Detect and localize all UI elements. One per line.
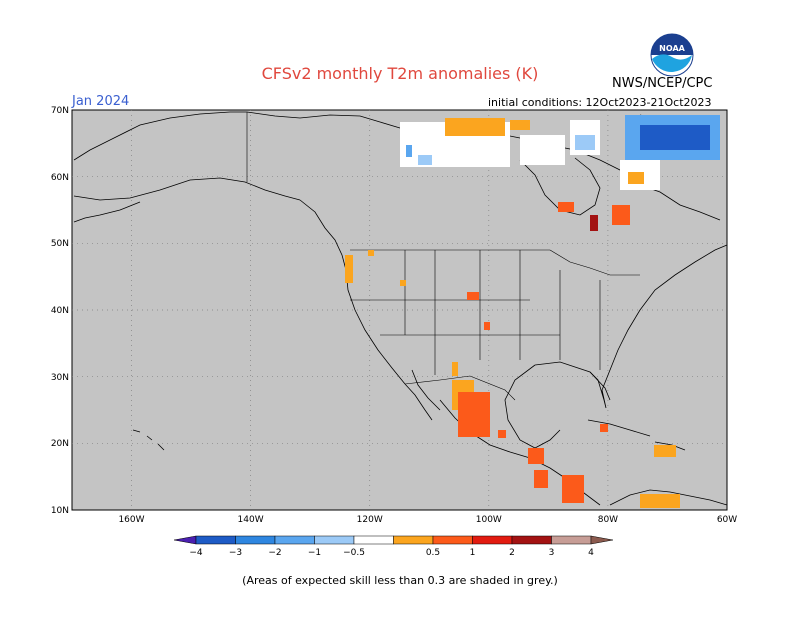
lat-tick: 20N — [51, 439, 69, 449]
lat-tick: 60N — [51, 173, 69, 183]
legend-label: 0.5 — [426, 548, 440, 558]
legend-swatch — [432, 535, 473, 545]
lat-tick-labels: 70N 60N 50N 40N 30N 20N 10N — [51, 106, 69, 516]
legend-swatch — [274, 535, 315, 545]
legend-swatch — [472, 535, 513, 545]
legend-arrow-high — [590, 535, 614, 545]
footnote: (Areas of expected skill less than 0.3 a… — [242, 574, 558, 587]
legend-swatch — [353, 535, 394, 545]
legend-label: 3 — [549, 548, 555, 558]
lat-tick: 70N — [51, 106, 69, 116]
lon-tick-labels: 160W 140W 120W 100W 80W 60W — [118, 515, 737, 525]
legend-label: 2 — [509, 548, 515, 558]
legend-swatch — [195, 535, 236, 545]
initial-conditions: initial conditions: 12Oct2023-21Oct2023 — [488, 96, 712, 109]
legend-arrow-low — [173, 535, 197, 545]
lon-tick: 60W — [717, 515, 737, 525]
lon-tick: 100W — [476, 515, 502, 525]
legend-label: −4 — [189, 548, 203, 558]
map-gridlines — [72, 110, 727, 510]
lat-tick: 30N — [51, 373, 69, 383]
target-month: Jan 2024 — [72, 94, 130, 109]
borders — [246, 112, 640, 401]
noaa-logo-text: NOAA — [659, 44, 685, 53]
lat-tick: 40N — [51, 306, 69, 316]
legend-swatch — [235, 535, 276, 545]
lon-tick: 160W — [118, 515, 144, 525]
lat-tick: 10N — [51, 506, 69, 516]
lon-tick: 140W — [238, 515, 264, 525]
agency-label: NWS/NCEP/CPC — [612, 76, 713, 91]
legend-swatch — [511, 535, 552, 545]
legend-swatch — [314, 535, 355, 545]
legend-label: 4 — [588, 548, 594, 558]
lon-tick: 80W — [598, 515, 618, 525]
legend-swatch — [551, 535, 592, 545]
legend-swatch — [393, 535, 434, 545]
map-title: CFSv2 monthly T2m anomalies (K) — [261, 64, 539, 83]
noaa-logo: NOAA — [650, 33, 694, 77]
legend-label: −3 — [229, 548, 242, 558]
lon-tick: 120W — [357, 515, 383, 525]
legend-label: −2 — [268, 548, 281, 558]
legend-label: 1 — [470, 548, 476, 558]
legend-label: −0.5 — [343, 548, 365, 558]
lat-tick: 50N — [51, 239, 69, 249]
color-legend: −4 −3 −2 −1 −0.5 0.5 1 2 3 4 — [173, 535, 614, 558]
legend-label: −1 — [308, 548, 321, 558]
anomaly-patches — [345, 115, 720, 508]
